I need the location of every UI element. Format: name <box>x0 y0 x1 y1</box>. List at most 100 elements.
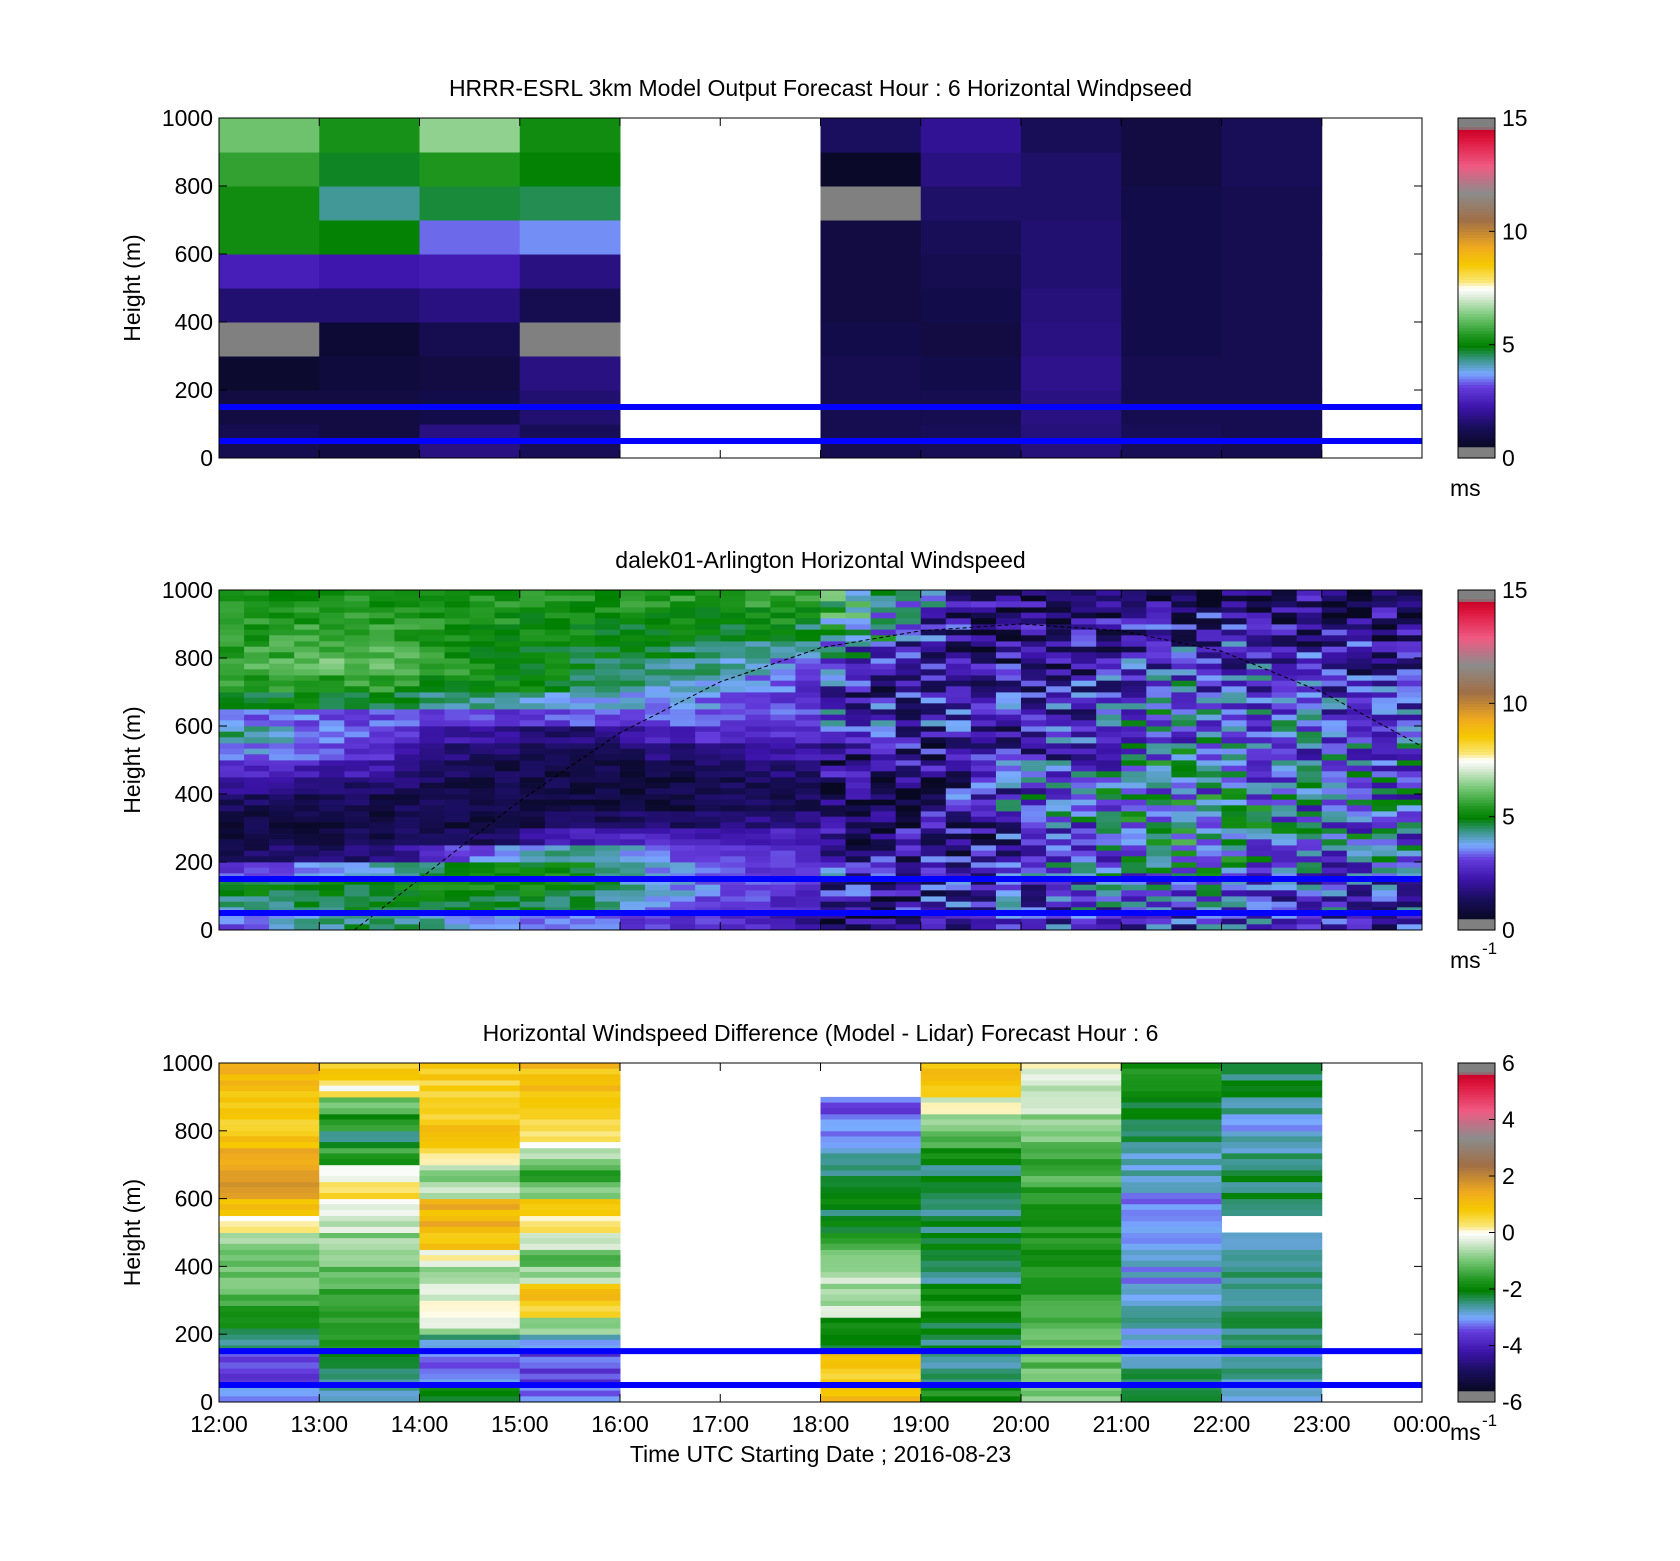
heatmap-cell <box>369 862 395 869</box>
heatmap-cell <box>770 590 796 597</box>
heatmap-cell <box>745 692 771 699</box>
heatmap-cell <box>544 754 571 761</box>
heatmap-cell <box>695 737 721 744</box>
heatmap-cell <box>795 607 821 614</box>
colorbar-tick-label: 2 <box>1502 1163 1515 1189</box>
heatmap-cell <box>469 686 496 693</box>
heatmap-cell <box>1046 658 1072 665</box>
heatmap-cell <box>670 731 696 738</box>
heatmap-cell <box>419 884 445 891</box>
heatmap-cell <box>219 1232 320 1239</box>
heatmap-cell <box>795 675 821 682</box>
heatmap-cell <box>1221 186 1323 221</box>
heatmap-cell <box>319 748 345 755</box>
heatmap-cell <box>394 816 420 823</box>
heatmap-cell <box>1021 1113 1122 1120</box>
heatmap-cell <box>1221 771 1247 778</box>
heatmap-cell <box>294 663 320 670</box>
heatmap-cell <box>1021 896 1047 903</box>
heatmap-cell <box>820 1125 922 1132</box>
heatmap-cell <box>995 862 1022 869</box>
heatmap-cell <box>544 890 571 897</box>
heatmap-cell <box>945 845 972 852</box>
heatmap-cell <box>1121 1373 1222 1380</box>
heatmap-cell <box>219 1283 320 1290</box>
colorbar-swatch <box>1458 726 1495 730</box>
heatmap-cell <box>820 748 846 755</box>
heatmap-cell <box>244 629 270 636</box>
colorbar-swatch <box>1458 398 1495 402</box>
heatmap-cell <box>219 1390 320 1397</box>
heatmap-cell <box>695 686 721 693</box>
heatmap-cell <box>645 618 671 625</box>
heatmap-cell <box>244 833 270 840</box>
heatmap-cell <box>1346 822 1373 829</box>
heatmap-cell <box>444 652 471 659</box>
heatmap-cell <box>1171 833 1197 840</box>
heatmap-cell <box>620 658 646 665</box>
heatmap-cell <box>344 850 370 857</box>
heatmap-cell <box>319 714 345 721</box>
heatmap-cell <box>419 1294 521 1301</box>
heatmap-cell <box>519 652 546 659</box>
heatmap-cell <box>670 703 696 710</box>
heatmap-cell <box>820 1142 922 1149</box>
heatmap-cell <box>845 760 872 767</box>
heatmap-cell <box>745 754 771 761</box>
heatmap-cell <box>519 1113 621 1120</box>
heatmap-cell <box>219 1305 320 1313</box>
heatmap-cell <box>1221 703 1247 710</box>
heatmap-cell <box>469 612 496 619</box>
heatmap-cell <box>1321 918 1348 925</box>
heatmap-cell <box>820 618 846 625</box>
heatmap-cell <box>319 1294 420 1301</box>
heatmap-cell <box>820 607 846 614</box>
heatmap-cell <box>1046 726 1072 733</box>
heatmap-cell <box>1221 1187 1323 1194</box>
heatmap-cell <box>219 1119 320 1126</box>
heatmap-cell <box>344 879 370 886</box>
heatmap-cell <box>695 754 721 761</box>
heatmap-cell <box>244 714 270 721</box>
heatmap-cell <box>820 884 846 891</box>
heatmap-cell <box>1021 288 1122 323</box>
heatmap-cell <box>770 731 796 738</box>
heatmap-cell <box>1246 680 1273 687</box>
heatmap-cell <box>419 1136 521 1143</box>
heatmap-cell <box>1371 771 1398 778</box>
heatmap-cell <box>1246 850 1273 857</box>
heatmap-cell <box>469 845 496 852</box>
heatmap-cell <box>319 595 345 602</box>
heatmap-cell <box>620 805 646 812</box>
heatmap-cell <box>820 1362 922 1369</box>
colorbar-swatch <box>1458 1105 1495 1109</box>
heatmap-cell <box>1271 720 1298 727</box>
heatmap-cell <box>419 669 445 676</box>
heatmap-cell <box>469 856 496 863</box>
heatmap-cell <box>244 686 270 693</box>
heatmap-cell <box>770 833 796 840</box>
heatmap-cell <box>845 765 872 772</box>
heatmap-cell <box>1021 726 1047 733</box>
heatmap-cell <box>620 901 646 908</box>
heatmap-cell <box>1171 924 1197 931</box>
heatmap-cell <box>920 1390 1022 1397</box>
colorbar-swatch <box>1458 302 1495 306</box>
colorbar-swatch <box>1458 1280 1495 1284</box>
heatmap-cell <box>1196 782 1222 789</box>
heatmap-cell <box>319 1351 420 1358</box>
heatmap-cell <box>945 652 972 659</box>
heatmap-cell <box>1321 675 1348 682</box>
heatmap-cell <box>870 924 897 931</box>
colorbar-swatch <box>1458 621 1495 625</box>
heatmap-cell <box>469 788 496 795</box>
heatmap-cell <box>970 692 997 699</box>
heatmap-cell <box>720 794 746 801</box>
heatmap-cell <box>319 1164 420 1171</box>
heatmap-cell <box>1346 658 1373 665</box>
colorbar-swatch <box>1458 649 1495 653</box>
heatmap-cell <box>344 765 370 772</box>
heatmap-cell <box>1121 862 1147 869</box>
heatmap-cell <box>444 754 471 761</box>
heatmap-cell <box>1296 884 1323 891</box>
